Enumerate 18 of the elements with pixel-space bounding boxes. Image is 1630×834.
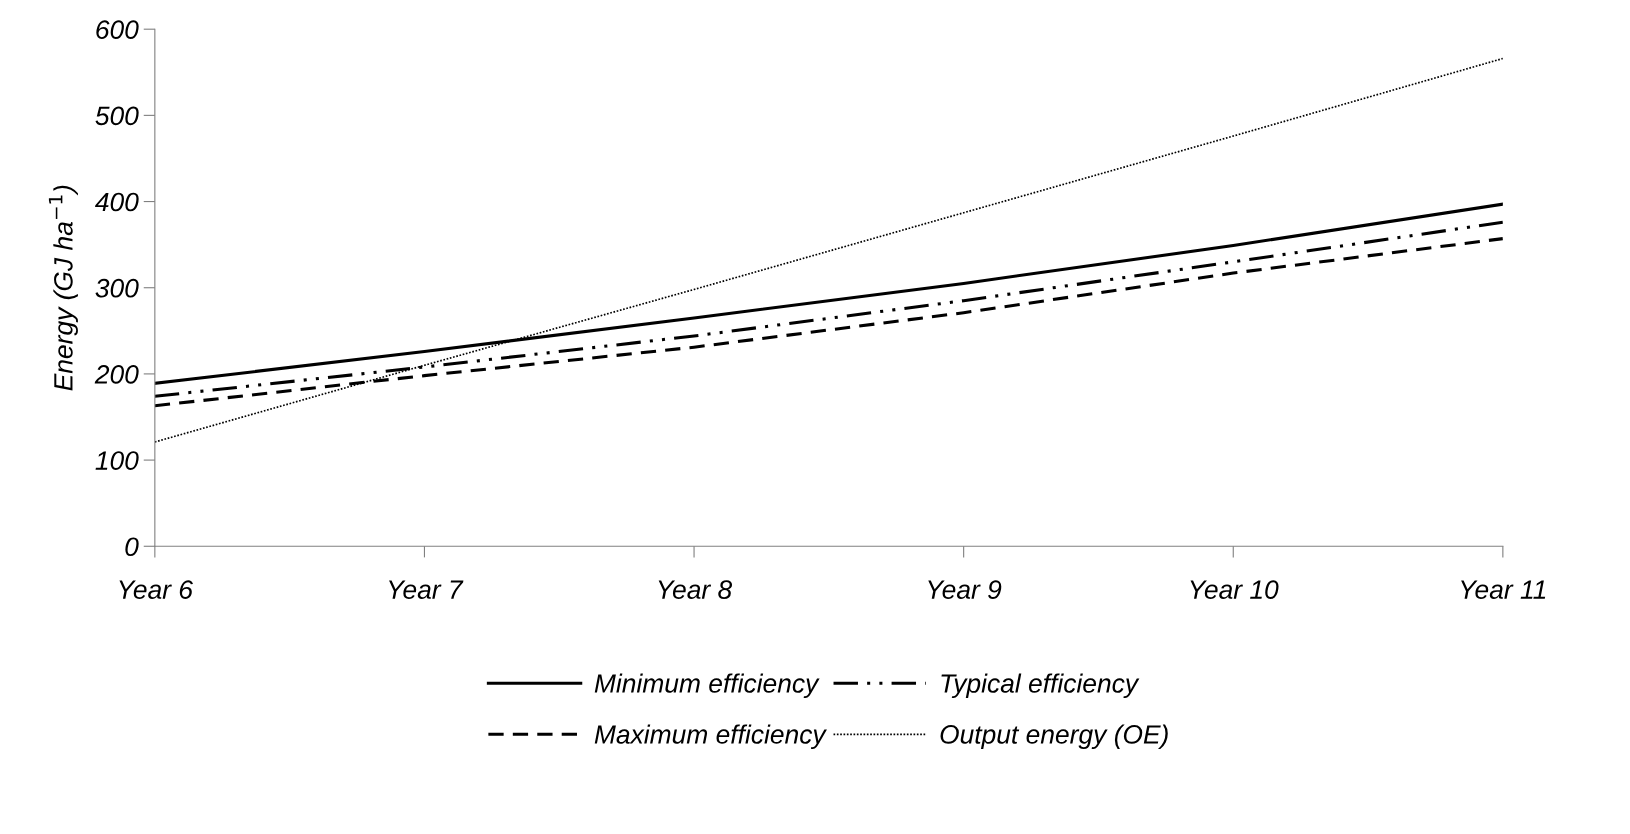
y-axis-title: Energy (GJ ha$^{−1}$) [48,185,78,391]
y-tick-label: 600 [96,20,139,40]
x-tick-label: Year 10 [1190,580,1279,599]
y-tick-label: 0 [125,537,139,557]
x-tick-label: Year 7 [389,580,464,599]
legend-label: Typical efficiency [941,673,1140,699]
x-tick-label: Year 8 [658,580,733,599]
y-tick-label: 400 [95,192,139,212]
y-tick-label: 100 [95,451,139,470]
y-tick-label: 200 [94,365,139,384]
legend-label: Maximum efficiency [594,724,827,750]
y-tick-label: 300 [95,278,139,298]
x-tick-label: Year 9 [928,580,1002,599]
legend-label: Output energy (OE) [940,724,1168,750]
y-tick-label: 500 [95,106,139,126]
legend-label: Minimum efficiency [594,673,820,699]
x-tick-label: Year 6 [119,580,193,599]
x-tick-label: Year 11 [1461,580,1546,599]
